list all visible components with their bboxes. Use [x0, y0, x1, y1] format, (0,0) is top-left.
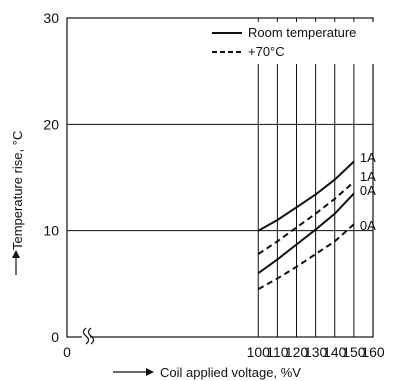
legend: Room temperature +70°C	[207, 22, 385, 64]
x-tick-label: 120	[285, 344, 309, 360]
x-tick-label: 160	[361, 344, 385, 360]
x-tick-label: 150	[342, 344, 366, 360]
legend-label-plus-70c: +70°C	[248, 44, 285, 59]
y-tick-label: 30	[43, 10, 59, 26]
series-end-label: 1A	[360, 150, 376, 165]
series-line-0a-plus-70c	[257, 223, 355, 290]
x-axis-title: Coil applied voltage, %V	[113, 365, 301, 380]
y-tick-label: 20	[43, 116, 59, 132]
series-line-1a-plus-70c	[257, 181, 355, 255]
series-end-label: 1A	[360, 169, 376, 184]
y-axis-label: Temperature rise, °C	[10, 131, 25, 250]
x-axis-arrow-head	[146, 368, 154, 376]
series-end-label: 0A	[360, 183, 376, 198]
y-axis-arrow-head	[12, 250, 20, 258]
legend-background	[207, 22, 385, 64]
x-axis-label: Coil applied voltage, %V	[160, 365, 301, 380]
x-tick-label: 110	[266, 344, 289, 360]
x-tick-label: 130	[304, 344, 328, 360]
plot-frame	[66, 17, 374, 338]
y-tick-label: 0	[51, 329, 59, 345]
y-axis-title: Temperature rise, °C	[10, 131, 25, 275]
x-axis-break-mark	[82, 327, 95, 347]
series-line-0a-room-temperature	[257, 192, 355, 275]
series-end-label: 0A	[360, 218, 376, 233]
series-lines	[257, 160, 355, 290]
x-tick-label: 0	[63, 344, 71, 360]
x-tick-label: 140	[323, 344, 347, 360]
legend-label-room-temperature: Room temperature	[248, 25, 356, 40]
x-tick-label: 100	[247, 344, 271, 360]
y-tick-label: 10	[43, 223, 59, 239]
grid	[66, 17, 374, 338]
series-line-1a-room-temperature	[257, 160, 355, 232]
